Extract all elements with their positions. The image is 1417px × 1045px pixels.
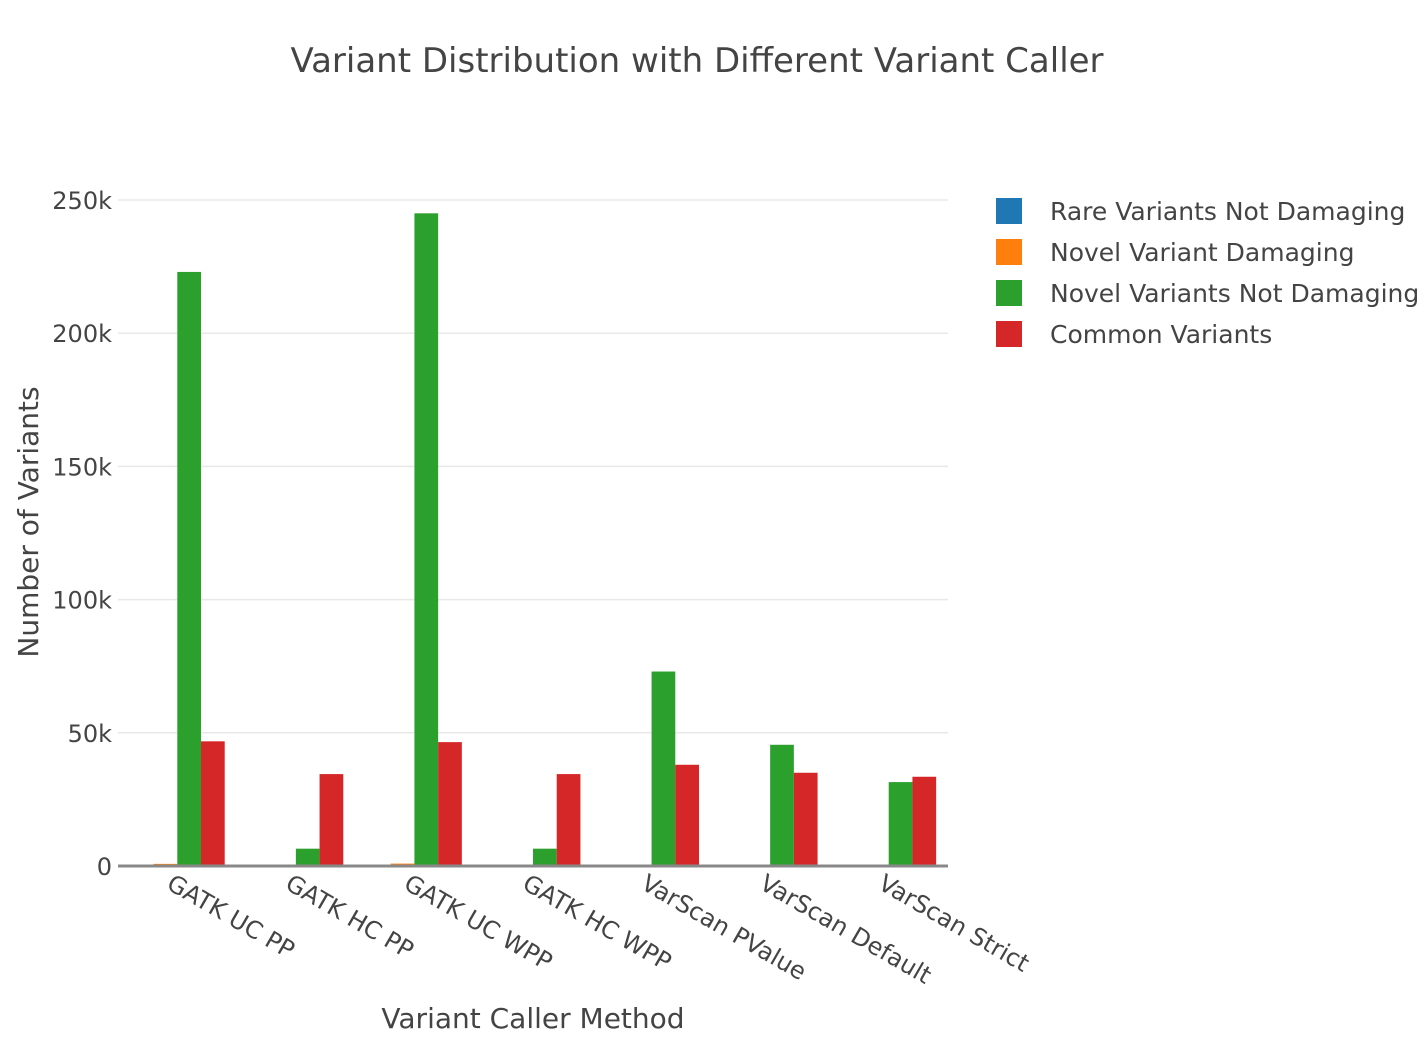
legend-swatch — [996, 198, 1022, 224]
x-tick-label: GATK UC PP — [162, 869, 299, 964]
legend-label: Novel Variant Damaging — [1050, 238, 1354, 267]
bars — [153, 213, 937, 867]
bar-0-2 — [177, 271, 201, 867]
legend-swatch — [996, 321, 1022, 347]
legend-label: Rare Variants Not Damaging — [1050, 197, 1405, 226]
y-axis-title: Number of Variants — [12, 386, 45, 657]
bar-6-2 — [888, 782, 913, 866]
legend-label: Novel Variants Not Damaging — [1050, 279, 1417, 308]
bar-5-3 — [793, 772, 818, 866]
y-tick-label: 0 — [97, 853, 112, 881]
legend: Rare Variants Not Damaging Novel Variant … — [996, 197, 1417, 349]
bar-4-3 — [675, 764, 699, 866]
bar-3-3 — [556, 774, 581, 866]
y-axis-ticks: 0 50k 100k 150k 200k 250k — [52, 187, 112, 881]
bar-5-2 — [770, 744, 794, 866]
bar-1-2 — [295, 848, 320, 866]
bar-4-2 — [651, 671, 676, 866]
x-axis-title: Variant Caller Method — [381, 1002, 684, 1035]
chart-title: Variant Distribution with Different Vari… — [290, 41, 1103, 81]
bar-6-3 — [912, 776, 937, 866]
legend-swatch — [996, 280, 1022, 306]
bar-2-3 — [438, 742, 462, 866]
legend-label: Common Variants — [1050, 320, 1272, 349]
y-tick-label: 50k — [68, 720, 113, 748]
y-tick-label: 200k — [52, 320, 112, 348]
x-tick-label: GATK HC PP — [281, 869, 418, 965]
y-tick-label: 250k — [52, 187, 112, 215]
bar-1-3 — [319, 774, 344, 866]
legend-swatch — [996, 239, 1022, 265]
bar-3-2 — [533, 848, 557, 866]
gridlines — [118, 199, 948, 734]
y-tick-label: 100k — [52, 587, 112, 615]
bar-2-2 — [414, 213, 439, 866]
y-tick-label: 150k — [52, 453, 112, 481]
bar-0-3 — [201, 741, 225, 866]
